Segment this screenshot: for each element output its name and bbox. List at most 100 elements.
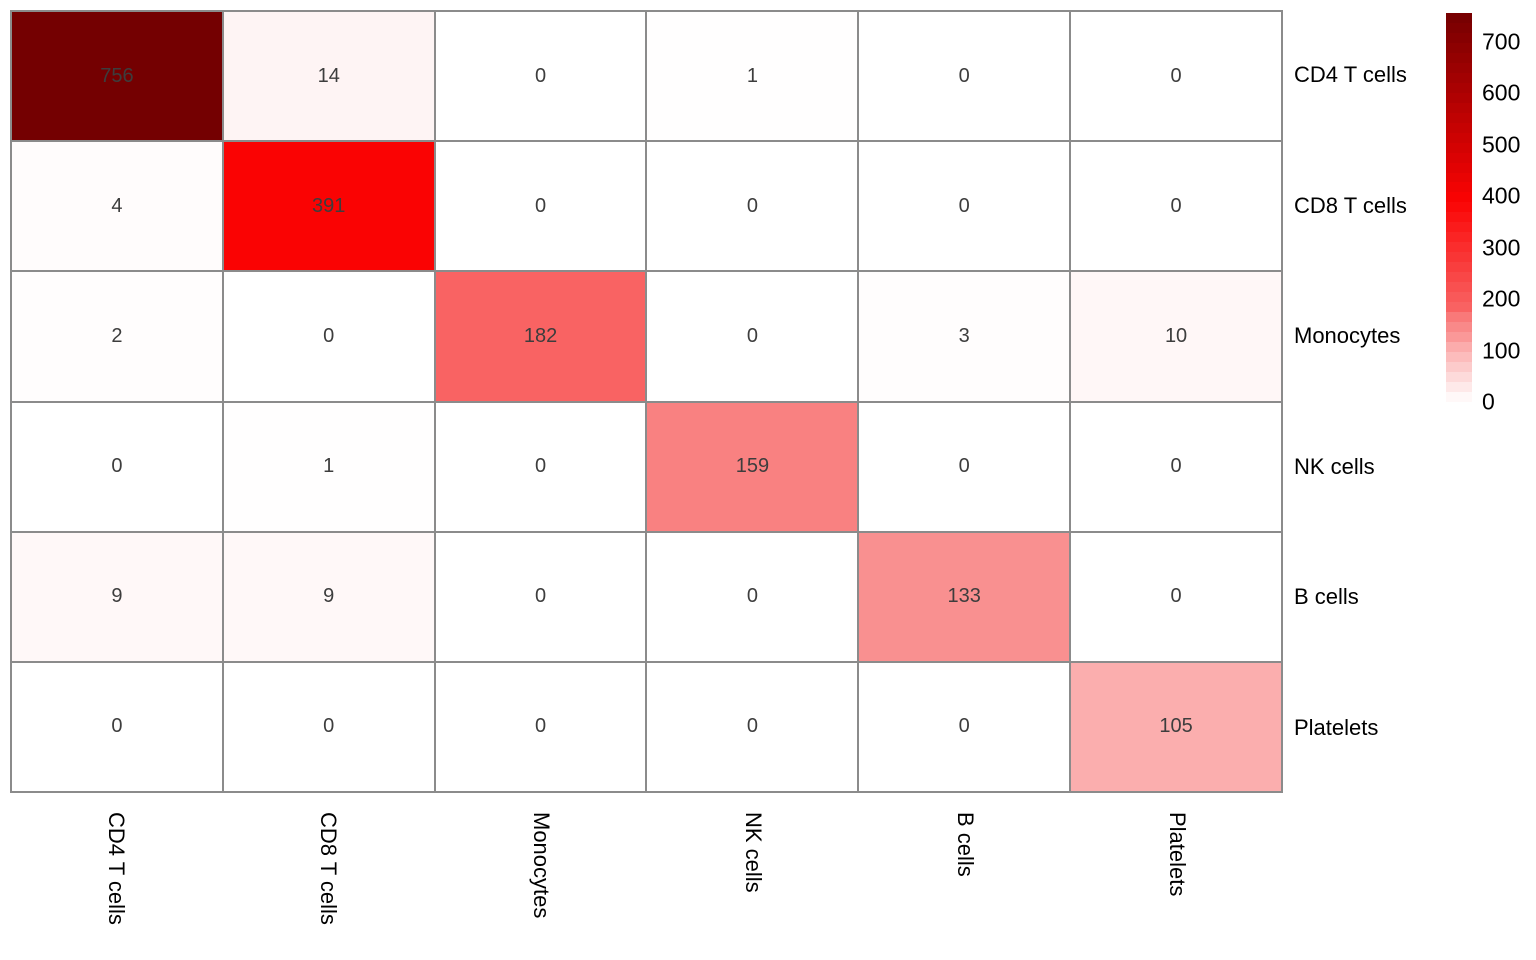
colorbar-step	[1446, 102, 1472, 113]
heatmap-cell-r4-c0: 9	[11, 531, 223, 662]
heatmap-cell-r1-c2: 0	[434, 141, 647, 272]
colorbar-tick-200: 200	[1482, 285, 1521, 312]
heatmap-cell-r2-c4: 3	[858, 271, 1071, 402]
col-label-1: CD8 T cells	[316, 812, 341, 925]
colorbar-step	[1446, 182, 1472, 193]
heatmap-cell-r5-c3: 0	[646, 661, 859, 792]
cell-value: 0	[958, 455, 970, 478]
heatmap-cell-r2-c2: 182	[434, 271, 647, 402]
colorbar-step	[1446, 252, 1472, 263]
heatmap-cell-r4-c3: 0	[646, 531, 859, 662]
colorbar-step	[1446, 152, 1472, 163]
colorbar-step	[1446, 341, 1472, 352]
colorbar-step	[1446, 142, 1472, 153]
colorbar-tick-400: 400	[1482, 182, 1521, 209]
colorbar-step	[1446, 361, 1472, 372]
cell-value: 4	[111, 194, 123, 217]
heatmap-cell-r4-c5: 0	[1070, 531, 1282, 662]
colorbar-step	[1446, 292, 1472, 303]
heatmap-cell-r3-c4: 0	[858, 401, 1071, 532]
heatmap-cell-r4-c4: 133	[858, 531, 1071, 662]
heatmap-cell-r0-c3: 1	[646, 11, 859, 142]
heatmap-cell-r5-c5: 105	[1070, 661, 1282, 792]
colorbar-step	[1446, 22, 1472, 33]
cell-value: 9	[111, 585, 123, 608]
heatmap-cell-r1-c1: 391	[222, 141, 435, 272]
colorbar-step	[1446, 72, 1472, 83]
cell-value: 0	[535, 194, 547, 217]
colorbar-step	[1446, 172, 1472, 183]
colorbar-step	[1446, 381, 1472, 392]
cell-value: 0	[323, 715, 335, 738]
cell-value: 105	[1159, 715, 1193, 738]
heatmap-cell-r5-c2: 0	[434, 661, 647, 792]
row-label-5: Platelets	[1294, 715, 1379, 740]
colorbar-step	[1446, 52, 1472, 63]
heatmap-cell-r5-c0: 0	[11, 661, 223, 792]
row-label-3: NK cells	[1294, 454, 1375, 479]
heatmap-grid: 756 14 0 1 0 0 4 391 0 0 0 0 2 0 182 0 3 10 0 1 0 159 0 0 9 9 0 0 13…	[10, 10, 1283, 793]
cell-value: 391	[312, 194, 346, 217]
heatmap-cell-r1-c3: 0	[646, 141, 859, 272]
cell-value: 0	[746, 715, 758, 738]
heatmap-cell-r1-c4: 0	[858, 141, 1071, 272]
col-label-4: B cells	[953, 812, 978, 877]
heatmap-cell-r3-c5: 0	[1070, 401, 1282, 532]
cell-value: 10	[1164, 324, 1188, 347]
col-label-0: CD4 T cells	[104, 812, 129, 925]
heatmap-cell-r0-c4: 0	[858, 11, 1071, 142]
colorbar-step	[1446, 13, 1472, 23]
heatmap-cell-r1-c0: 4	[11, 141, 223, 272]
cell-value: 0	[1170, 194, 1182, 217]
colorbar-step	[1446, 122, 1472, 133]
heatmap-cell-r4-c2: 0	[434, 531, 647, 662]
cell-value: 0	[746, 194, 758, 217]
colorbar-step	[1446, 262, 1472, 273]
cell-value: 1	[746, 64, 758, 87]
cell-value: 0	[535, 715, 547, 738]
colorbar-step	[1446, 202, 1472, 213]
colorbar-step	[1446, 32, 1472, 43]
colorbar-step	[1446, 112, 1472, 123]
colorbar-step	[1446, 302, 1472, 313]
colorbar	[1446, 13, 1472, 402]
colorbar-tick-100: 100	[1482, 337, 1521, 364]
row-label-2: Monocytes	[1294, 323, 1401, 348]
colorbar-step	[1446, 282, 1472, 293]
heatmap-cell-r3-c0: 0	[11, 401, 223, 532]
heatmap-cell-r1-c5: 0	[1070, 141, 1282, 272]
colorbar-step	[1446, 371, 1472, 382]
colorbar-tick-700: 700	[1482, 28, 1521, 55]
cell-value: 756	[100, 64, 134, 87]
colorbar-step	[1446, 42, 1472, 53]
cell-value: 1	[323, 455, 335, 478]
cell-value: 0	[1170, 585, 1182, 608]
cell-value: 0	[535, 64, 547, 87]
cell-value: 0	[746, 585, 758, 608]
colorbar-step	[1446, 132, 1472, 143]
cell-value: 3	[958, 324, 970, 347]
colorbar-step	[1446, 332, 1472, 342]
heatmap-cell-r3-c2: 0	[434, 401, 647, 532]
col-label-3: NK cells	[741, 812, 766, 893]
row-label-4: B cells	[1294, 584, 1359, 609]
cell-value: 0	[746, 324, 758, 347]
cell-value: 0	[958, 194, 970, 217]
cell-value: 182	[523, 324, 558, 347]
colorbar-step	[1446, 192, 1472, 203]
cell-value: 0	[111, 455, 123, 478]
cell-value: 0	[111, 715, 123, 738]
row-label-1: CD8 T cells	[1294, 193, 1407, 218]
colorbar-step	[1446, 242, 1472, 253]
cell-value: 0	[535, 455, 547, 478]
cell-value: 14	[317, 64, 340, 87]
cell-value: 0	[958, 64, 970, 87]
heatmap-cell-r0-c0: 756	[11, 11, 223, 142]
cell-value: 0	[323, 324, 335, 347]
colorbar-tick-300: 300	[1482, 234, 1521, 261]
heatmap-cell-r5-c1: 0	[222, 661, 435, 792]
heatmap-cell-r0-c5: 0	[1070, 11, 1282, 142]
cell-value: 2	[111, 324, 123, 347]
cell-value: 133	[947, 585, 981, 608]
